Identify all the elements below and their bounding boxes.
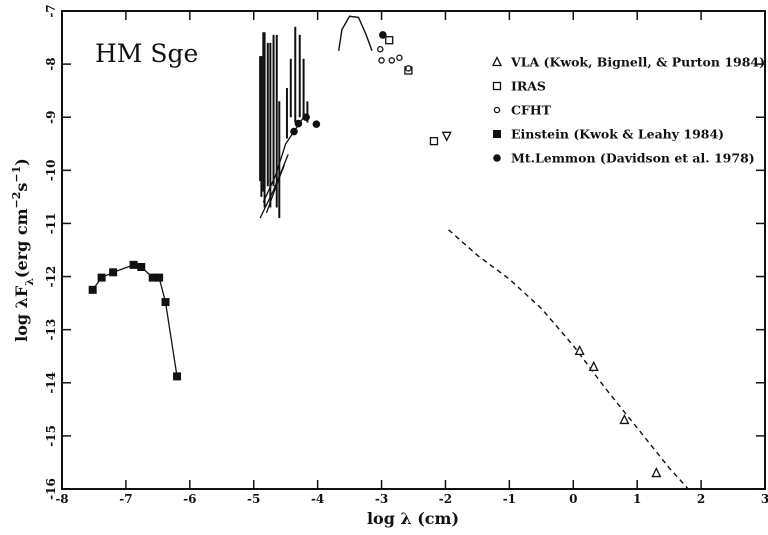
- y-tick-label: -9: [44, 111, 58, 124]
- curves: [92, 15, 689, 490]
- x-tick-label: 1: [633, 492, 641, 506]
- y-tick-label: -15: [44, 425, 58, 447]
- data-point: [619, 414, 630, 425]
- y-tick-label: -11: [44, 213, 58, 235]
- data-point: [290, 127, 298, 136]
- y-tick-label: -7: [44, 4, 58, 17]
- y-axis-label-main: log λF: [12, 285, 31, 342]
- data-point: [429, 136, 439, 146]
- x-tick-label: -8: [55, 492, 68, 506]
- legend-marker: [491, 56, 503, 67]
- data-point: [137, 262, 146, 271]
- y-tick-label: -14: [44, 372, 58, 394]
- data-markers: [88, 31, 662, 478]
- legend-label: Einstein (Kwok & Leahy 1984): [511, 127, 724, 142]
- y-tick-label: -10: [44, 159, 58, 181]
- data-point: [294, 119, 303, 128]
- plot-frame: [61, 10, 766, 490]
- data-point: [388, 57, 396, 64]
- model-dashed-curve: [448, 229, 689, 490]
- chart-title: HM Sge: [95, 39, 198, 68]
- data-point: [173, 372, 182, 381]
- data-point: [385, 36, 394, 45]
- x-tick-label: 0: [569, 492, 577, 506]
- ir-spectrum-curve: [338, 15, 373, 52]
- data-point: [302, 113, 310, 122]
- data-point: [377, 45, 384, 53]
- y-tick-label: -16: [44, 478, 58, 500]
- y-axis-label-s: s: [12, 183, 31, 192]
- y-axis-label-exp2: −1: [10, 166, 23, 183]
- legend-marker: [492, 81, 502, 91]
- data-point: [405, 65, 412, 72]
- x-tick-label: -7: [119, 492, 132, 506]
- data-point: [161, 298, 170, 307]
- data-point: [379, 31, 387, 39]
- axis-tick-labels: -8 -7 -6 -5 -4 -3 -2 -1 0 1 2 3-7-8-9-10-11-12-13-1…: [44, 4, 768, 506]
- einstein-connecting-line: [92, 264, 178, 377]
- x-tick-label: -1: [503, 492, 516, 506]
- x-tick-label: -6: [183, 492, 196, 506]
- axis-ticks: [61, 10, 766, 490]
- legend-marker: [493, 130, 501, 138]
- data-point: [574, 344, 585, 356]
- y-axis-label-close: ): [12, 158, 31, 166]
- legend-label: VLA (Kwok, Bignell, & Purton 1984): [510, 55, 765, 70]
- data-point: [441, 131, 452, 142]
- x-tick-label: -2: [439, 492, 452, 506]
- data-point: [88, 285, 97, 294]
- data-point: [97, 273, 106, 282]
- x-tick-label: 3: [761, 492, 768, 506]
- data-point: [129, 260, 138, 269]
- x-tick-label: -3: [375, 492, 388, 506]
- y-axis-label-units: (erg cm: [12, 208, 31, 278]
- legend-marker: [493, 106, 501, 114]
- y-axis-label: log λFλ(erg cm−2s−1): [10, 158, 36, 342]
- data-point: [588, 360, 599, 371]
- y-axis-label-exp1: −2: [10, 192, 23, 209]
- legend-label: IRAS: [511, 79, 546, 94]
- y-tick-label: -8: [44, 57, 58, 70]
- x-tick-label: 2: [697, 492, 705, 506]
- legend: VLA (Kwok, Bignell, & Purton 1984) IRAS CF…: [491, 55, 765, 166]
- data-point: [148, 273, 157, 282]
- x-tick-label: -5: [247, 492, 260, 506]
- data-point: [651, 467, 662, 478]
- data-point: [396, 54, 403, 61]
- data-point: [155, 273, 164, 282]
- x-tick-label: -4: [311, 492, 324, 506]
- data-point: [378, 57, 385, 64]
- data-point: [312, 120, 321, 128]
- x-axis-label: log λ (cm): [367, 509, 459, 528]
- data-point: [109, 268, 118, 277]
- legend-marker: [493, 154, 501, 162]
- y-tick-label: -13: [44, 319, 58, 341]
- y-axis-label-sub: λ: [23, 278, 36, 286]
- y-tick-label: -12: [44, 266, 58, 288]
- legend-label: CFHT: [511, 103, 552, 118]
- uv-spectrum-segment: [265, 164, 286, 214]
- legend-label: Mt.Lemmon (Davidson et al. 1978): [511, 151, 755, 166]
